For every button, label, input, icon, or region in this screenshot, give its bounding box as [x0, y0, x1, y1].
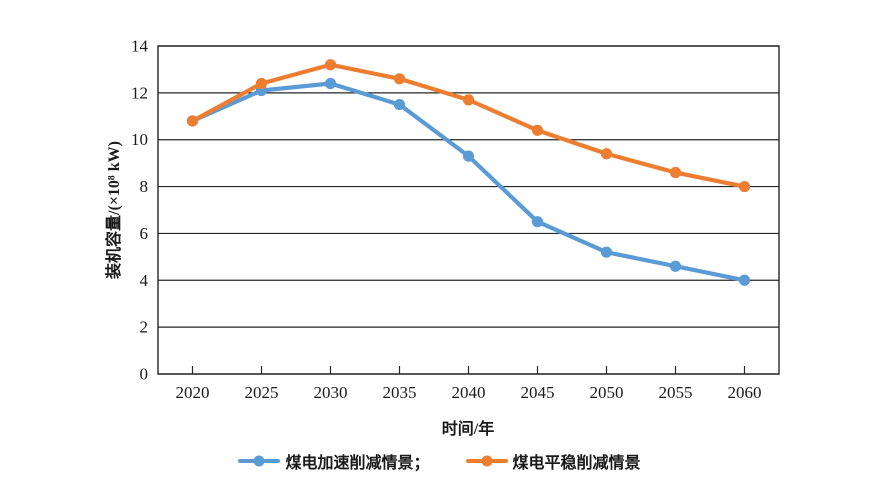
y-tick-label: 6: [140, 224, 149, 243]
x-axis-title: 时间/年: [441, 421, 495, 438]
x-tick-label: 2055: [659, 383, 693, 402]
y-tick-label: 14: [131, 37, 149, 56]
legend: 煤电加速削减情景； 煤电平稳削减情景: [0, 449, 879, 473]
y-axis-title: 装机容量/(×10⁸ kW): [106, 141, 123, 279]
data-point-series1-2040: [462, 94, 475, 106]
data-point-series0-2060: [738, 274, 751, 286]
y-tick-label: 0: [140, 365, 149, 384]
data-point-series1-2045: [531, 124, 544, 136]
x-tick-label: 2030: [314, 383, 348, 402]
series-line-0: [190, 81, 747, 283]
y-tick-label: 10: [131, 130, 148, 149]
legend-line-dot-marker-orange: [465, 455, 508, 467]
x-tick-label: 2020: [176, 383, 210, 402]
y-tick-label: 12: [131, 83, 148, 102]
data-point-series1-2020: [186, 115, 199, 127]
x-tick-label: 2050: [590, 383, 624, 402]
data-point-series1-2050: [600, 148, 613, 160]
data-point-series0-2030: [324, 77, 337, 90]
data-point-series0-2040: [462, 150, 475, 162]
data-point-series0-2050: [600, 246, 613, 258]
legend-label-accelerated-scenario: 煤电加速削减情景；: [285, 455, 430, 472]
y-tick-label: 4: [140, 271, 149, 290]
data-point-series1-2035: [393, 73, 406, 85]
y-tick-label: 2: [140, 318, 149, 337]
data-point-series1-2055: [669, 166, 682, 179]
x-tick-label: 2045: [521, 383, 555, 402]
x-tick-label: 2060: [728, 383, 762, 402]
data-point-series0-2035: [393, 98, 406, 111]
data-point-series0-2045: [531, 216, 544, 228]
legend-item-accelerated-scenario: 煤电加速削减情景；: [238, 449, 430, 473]
data-point-series1-2025: [255, 77, 268, 90]
data-point-series1-2030: [324, 59, 337, 71]
data-point-series0-2055: [669, 260, 682, 272]
series-line-1: [190, 62, 747, 189]
legend-line-dot-marker-blue: [238, 455, 281, 467]
legend-label-steady-scenario: 煤电平稳削减情景: [512, 455, 641, 472]
data-point-series1-2060: [738, 180, 751, 193]
x-tick-label: 2035: [383, 383, 417, 402]
y-tick-label: 8: [140, 177, 149, 196]
legend-item-steady-scenario: 煤电平稳削减情景: [465, 449, 641, 473]
x-tick-label: 2040: [452, 383, 486, 402]
x-tick-label: 2025: [245, 383, 279, 402]
